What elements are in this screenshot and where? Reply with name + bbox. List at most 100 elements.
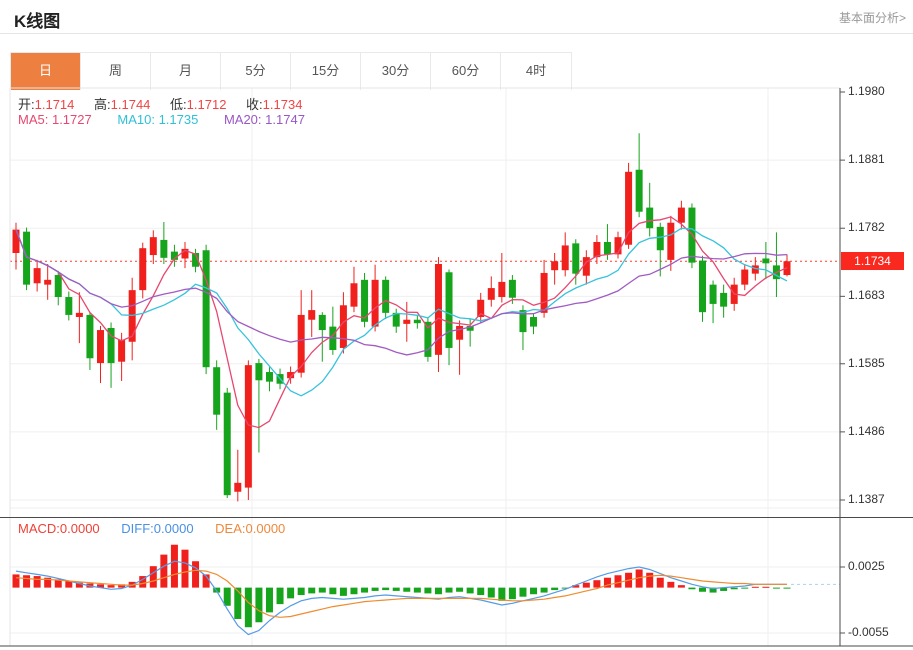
tab-4时[interactable]: 4时 <box>501 53 571 90</box>
candle-body[interactable] <box>392 312 400 327</box>
candle-body[interactable] <box>297 314 305 373</box>
candle-body[interactable] <box>192 252 200 267</box>
candle-body[interactable] <box>75 312 83 317</box>
price-axis-label: 1.1782 <box>848 220 885 235</box>
candle-body[interactable] <box>23 231 31 285</box>
candle-body[interactable] <box>699 260 707 313</box>
macd-bar <box>498 587 506 601</box>
candle-body[interactable] <box>170 251 178 260</box>
candle-body[interactable] <box>202 250 210 368</box>
candle-body[interactable] <box>382 279 390 313</box>
macd-bar <box>434 587 442 595</box>
candle-body[interactable] <box>656 226 664 251</box>
candle-body[interactable] <box>308 310 316 320</box>
candle-body[interactable] <box>403 319 411 324</box>
macd-axis-label: -0.0055 <box>848 625 889 639</box>
candle-body[interactable] <box>720 292 728 307</box>
candle-body[interactable] <box>498 281 506 298</box>
candle-body[interactable] <box>361 279 369 322</box>
candle-body[interactable] <box>551 261 559 271</box>
high-label: 高: <box>94 97 111 112</box>
candle-body[interactable] <box>181 248 189 259</box>
candle-body[interactable] <box>572 243 580 274</box>
macd-bar <box>772 587 780 589</box>
candle-body[interactable] <box>508 279 516 298</box>
macd-bar <box>614 575 622 588</box>
fundamental-analysis-link[interactable]: 基本面分析> <box>838 11 906 25</box>
candle-body[interactable] <box>561 245 569 271</box>
candle-body[interactable] <box>44 279 52 285</box>
candle-body[interactable] <box>424 321 432 357</box>
candle-body[interactable] <box>234 482 242 492</box>
price-axis-label: 1.1387 <box>848 492 885 506</box>
candle-body[interactable] <box>540 272 548 313</box>
candle-body[interactable] <box>12 229 20 253</box>
candles-layer[interactable] <box>12 133 791 502</box>
tab-日[interactable]: 日 <box>11 53 81 90</box>
candle-body[interactable] <box>762 258 770 264</box>
candle-body[interactable] <box>86 314 94 359</box>
macd-bar <box>287 587 295 599</box>
tab-周[interactable]: 周 <box>81 53 151 90</box>
candle-body[interactable] <box>487 288 495 300</box>
candle-body[interactable] <box>371 279 379 327</box>
tab-15分[interactable]: 15分 <box>291 53 361 90</box>
candle-body[interactable] <box>287 372 295 379</box>
candle-body[interactable] <box>244 365 252 488</box>
period-tab-bar: 日周月 5分 15分 30分 60分 4时 <box>10 52 572 90</box>
macd-bar <box>635 569 643 588</box>
tab-5分[interactable]: 5分 <box>221 53 291 90</box>
candle-body[interactable] <box>593 241 601 258</box>
tab-月[interactable]: 月 <box>151 53 221 90</box>
candle-body[interactable] <box>646 207 654 229</box>
close-value: 1.1734 <box>262 97 303 112</box>
candle-body[interactable] <box>118 339 126 362</box>
candle-body[interactable] <box>625 171 633 245</box>
candle-body[interactable] <box>54 275 62 298</box>
tab-60分[interactable]: 60分 <box>431 53 501 90</box>
candle-body[interactable] <box>33 268 41 284</box>
tab-30分[interactable]: 30分 <box>361 53 431 90</box>
candle-body[interactable] <box>466 325 474 331</box>
candle-body[interactable] <box>96 330 104 364</box>
candle-body[interactable] <box>65 297 73 315</box>
candle-body[interactable] <box>149 237 157 256</box>
candle-body[interactable] <box>709 284 717 304</box>
candle-body[interactable] <box>530 316 538 327</box>
macd-bar <box>646 572 654 588</box>
candle-body[interactable] <box>213 367 221 415</box>
candle-body[interactable] <box>741 269 749 285</box>
macd-bar <box>223 587 231 606</box>
candle-body[interactable] <box>677 207 685 223</box>
candle-body[interactable] <box>223 392 231 496</box>
candle-body[interactable] <box>582 257 590 276</box>
candle-body[interactable] <box>413 319 421 324</box>
candle-body[interactable] <box>139 248 147 291</box>
macd-bar <box>255 587 263 623</box>
macd-bar <box>234 587 242 619</box>
candle-body[interactable] <box>456 325 464 340</box>
ma20-line <box>15 229 788 356</box>
candle-body[interactable] <box>614 237 622 255</box>
candle-body[interactable] <box>667 222 675 260</box>
price-axis-label: 1.1486 <box>848 423 885 438</box>
macd-bar <box>23 575 31 588</box>
candle-body[interactable] <box>255 363 263 381</box>
candle-body[interactable] <box>751 265 759 274</box>
candle-body[interactable] <box>635 169 643 212</box>
candle-body[interactable] <box>107 327 115 364</box>
macd-bar <box>371 587 379 591</box>
candle-body[interactable] <box>350 283 358 307</box>
macd-bar <box>677 585 685 588</box>
candle-body[interactable] <box>339 305 347 348</box>
candle-body[interactable] <box>477 299 485 317</box>
candle-body[interactable] <box>160 239 168 258</box>
macd-bar <box>297 587 305 596</box>
candle-body[interactable] <box>603 241 611 255</box>
candle-body[interactable] <box>265 372 273 382</box>
open-value: 1.1714 <box>34 97 75 112</box>
candle-body[interactable] <box>318 314 326 331</box>
candle-body[interactable] <box>519 310 527 333</box>
candle-body[interactable] <box>445 272 453 348</box>
